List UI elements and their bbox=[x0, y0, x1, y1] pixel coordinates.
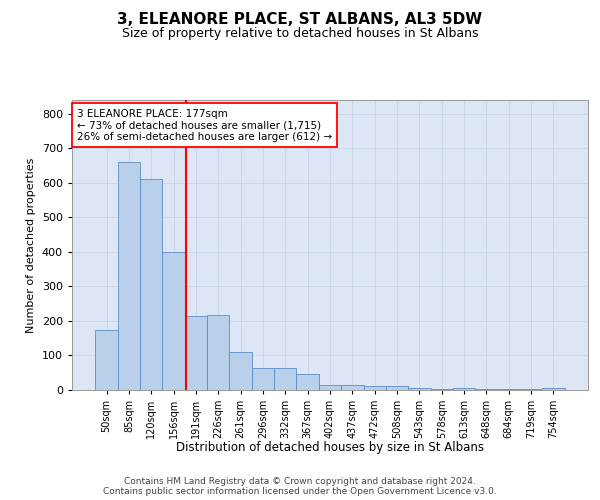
Bar bbox=[229, 352, 252, 390]
Y-axis label: Number of detached properties: Number of detached properties bbox=[26, 158, 36, 332]
Text: Contains HM Land Registry data © Crown copyright and database right 2024.: Contains HM Land Registry data © Crown c… bbox=[124, 476, 476, 486]
Bar bbox=[386, 386, 408, 390]
Bar bbox=[274, 368, 296, 390]
Bar bbox=[140, 180, 163, 390]
Text: 3 ELEANORE PLACE: 177sqm
← 73% of detached houses are smaller (1,715)
26% of sem: 3 ELEANORE PLACE: 177sqm ← 73% of detach… bbox=[77, 108, 332, 142]
Bar bbox=[319, 385, 341, 390]
Bar bbox=[453, 388, 475, 390]
Bar bbox=[364, 386, 386, 390]
Bar bbox=[118, 162, 140, 390]
Bar bbox=[408, 388, 431, 390]
Bar bbox=[185, 316, 207, 390]
Bar bbox=[296, 374, 319, 390]
Bar bbox=[542, 388, 565, 390]
Bar bbox=[207, 314, 229, 390]
Text: 3, ELEANORE PLACE, ST ALBANS, AL3 5DW: 3, ELEANORE PLACE, ST ALBANS, AL3 5DW bbox=[118, 12, 482, 28]
Bar bbox=[252, 368, 274, 390]
Bar bbox=[341, 385, 364, 390]
Bar bbox=[95, 330, 118, 390]
Text: Distribution of detached houses by size in St Albans: Distribution of detached houses by size … bbox=[176, 441, 484, 454]
Bar bbox=[163, 252, 185, 390]
Text: Size of property relative to detached houses in St Albans: Size of property relative to detached ho… bbox=[122, 28, 478, 40]
Text: Contains public sector information licensed under the Open Government Licence v3: Contains public sector information licen… bbox=[103, 486, 497, 496]
